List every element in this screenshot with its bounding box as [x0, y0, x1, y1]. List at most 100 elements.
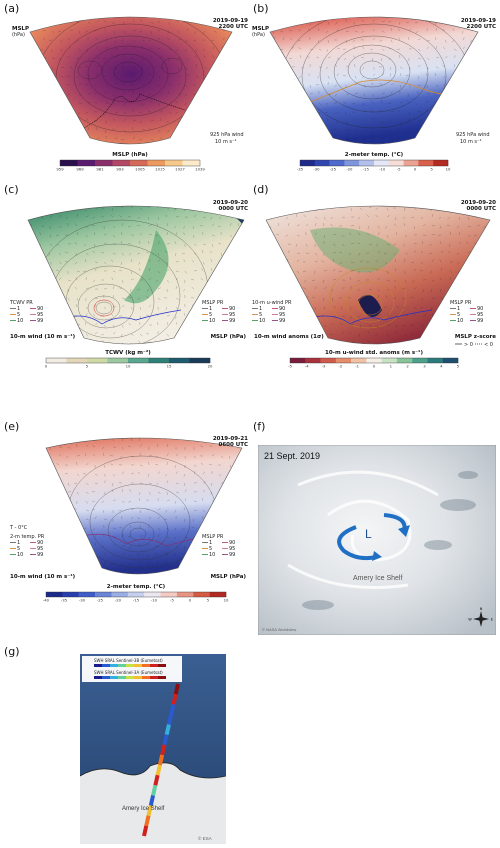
wind-arrow [139, 561, 142, 565]
wind-arrow [348, 331, 352, 335]
wind-arrow [352, 102, 356, 105]
cbar-e-tick: -20 [115, 598, 122, 603]
wind-arrow [435, 84, 439, 87]
satellite-track [142, 683, 180, 837]
wind-arrow [323, 287, 327, 290]
wind-arrow [103, 306, 107, 310]
wind-arrow [51, 30, 55, 34]
wind-arrow [444, 93, 446, 97]
wind-arrow [209, 445, 213, 448]
wind-arrow [175, 128, 179, 131]
wind-arrow [92, 453, 96, 457]
wind-arrow [157, 270, 161, 274]
wind-arrow [76, 491, 79, 495]
wind-arrow [397, 28, 401, 32]
wind-arrow [166, 453, 169, 457]
wind-arrow [461, 64, 464, 68]
gradient-swatch [110, 676, 118, 679]
track-segment [160, 744, 167, 756]
legend-left-value: 5 [17, 312, 20, 318]
panel-e-map: 2019-09-21 0600 UTC T - 0°C 2-m temp. PR… [9, 436, 248, 603]
wind-arrow [156, 313, 159, 317]
wind-arrow [184, 498, 187, 502]
wind-arrow [442, 46, 446, 50]
cbar-e-swatch [78, 592, 96, 597]
wind-arrow [282, 127, 284, 131]
wind-arrow [296, 214, 298, 218]
wind-arrow [408, 37, 410, 41]
legend-left-value: 10 [17, 318, 23, 324]
wind-arrow [67, 562, 71, 565]
wind-arrow [345, 19, 348, 23]
wind-arrow [76, 438, 79, 439]
wind-label-a: 925 hPa wind [210, 132, 244, 138]
wind-arrow [354, 137, 358, 140]
wind-arrow [238, 462, 241, 466]
wind-arrow [220, 252, 222, 256]
cbar-b-tick: -30 [313, 167, 320, 172]
cbar-d-swatch [351, 358, 367, 363]
wind-arrow [74, 545, 78, 549]
wind-arrow [56, 463, 60, 466]
wind-arrow [193, 509, 197, 512]
wind-arrow [305, 243, 308, 247]
wind-arrow [202, 216, 206, 218]
wind-arrow [300, 66, 304, 69]
wind-arrow [130, 333, 134, 336]
wind-arrow [123, 111, 127, 114]
wind-arrow [192, 225, 195, 229]
legend-left-value: 10 [17, 552, 23, 558]
wind-arrow [193, 455, 197, 459]
wind-arrow [137, 554, 141, 556]
wind-arrow [102, 509, 105, 513]
wind-arrow [229, 259, 232, 263]
wind-arrow [334, 93, 338, 97]
wind-arrow [78, 30, 81, 34]
wind-arrow [349, 232, 352, 236]
wind-arrow [211, 279, 215, 281]
wind-arrow [85, 563, 88, 567]
wind-arrow [483, 225, 487, 228]
wind-arrow [332, 297, 334, 301]
wind-arrow [146, 508, 150, 511]
wind-arrow [278, 342, 281, 344]
wind-arrow [434, 73, 437, 77]
wind-arrow [191, 206, 195, 209]
wind-arrow [444, 19, 447, 23]
wind-arrow [271, 75, 275, 78]
wind-arrow [137, 471, 141, 475]
wind-arrow [381, 92, 385, 95]
cbar-c-tick: 15 [167, 364, 172, 369]
wind-arrow [85, 536, 88, 540]
wind-arrow [67, 84, 71, 86]
panel-label-a: (a) [4, 2, 20, 15]
wind-arrow [166, 232, 168, 236]
wind-arrow [139, 315, 141, 319]
wind-arrow [140, 19, 143, 23]
wind-arrow [58, 482, 62, 485]
wind-arrow [41, 129, 44, 133]
wind-arrow [408, 84, 411, 88]
cbar-e-tick: -10 [151, 598, 158, 603]
wind-arrow [330, 333, 334, 335]
wind-arrow [372, 66, 375, 70]
wind-arrow [222, 93, 225, 97]
wind-arrow [267, 315, 271, 318]
wind-arrow [175, 101, 179, 104]
wind-arrow [203, 82, 206, 86]
wind-arrow [184, 552, 186, 556]
wind-arrow [307, 127, 311, 131]
wind-arrow [166, 261, 169, 265]
wind-arrow [443, 136, 446, 140]
wind-arrow [157, 29, 161, 32]
wind-arrow [165, 342, 168, 344]
wind-arrow [469, 57, 473, 60]
wind-arrow [130, 472, 134, 475]
wind-arrow [280, 111, 284, 114]
wind-arrow [440, 324, 444, 326]
cbar-d-swatch [335, 358, 352, 363]
wind-arrow [85, 66, 89, 68]
wind-arrow [148, 268, 151, 272]
wind-arrow [121, 297, 125, 299]
wind-arrow [157, 534, 160, 538]
